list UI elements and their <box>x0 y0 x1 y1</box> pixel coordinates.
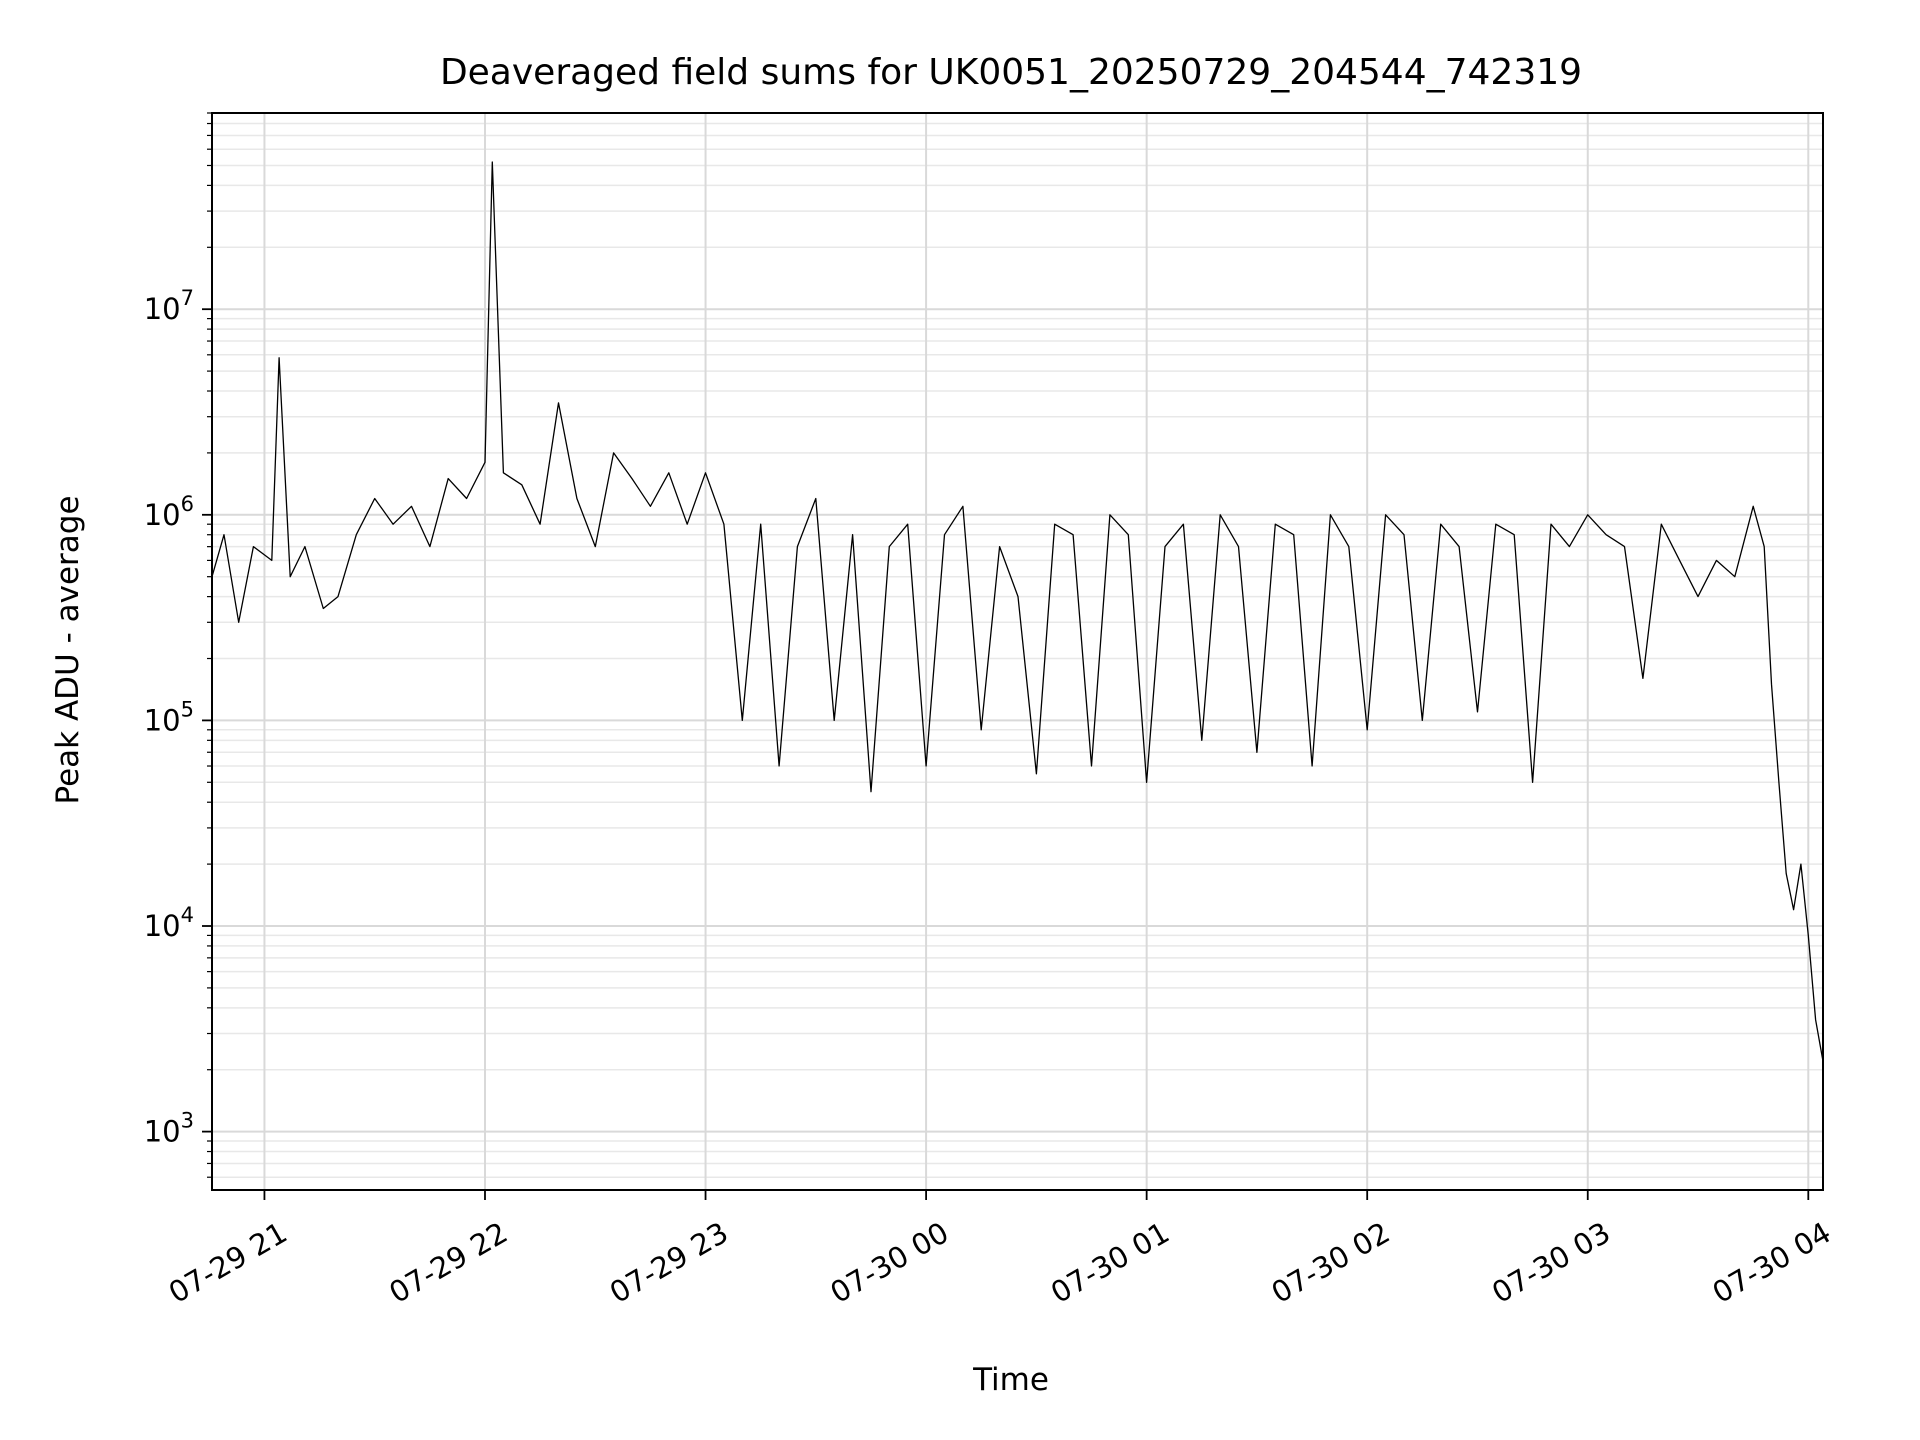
y-tick-label: 107 <box>144 286 194 326</box>
y-tick-label: 104 <box>144 903 194 943</box>
series-layer <box>211 161 1824 1062</box>
y-tick-label: 106 <box>144 492 194 532</box>
plot-frame <box>211 112 1824 1191</box>
y-axis-title: Peak ADU - average <box>50 495 86 804</box>
y-tick-label: 105 <box>144 697 194 737</box>
x-axis-title: Time <box>972 1362 1049 1398</box>
grid <box>212 112 1823 1190</box>
y-tick-label: 103 <box>144 1109 194 1149</box>
series-line <box>211 161 1824 1062</box>
chart-title: Deaveraged field sums for UK0051_2025072… <box>440 52 1582 93</box>
